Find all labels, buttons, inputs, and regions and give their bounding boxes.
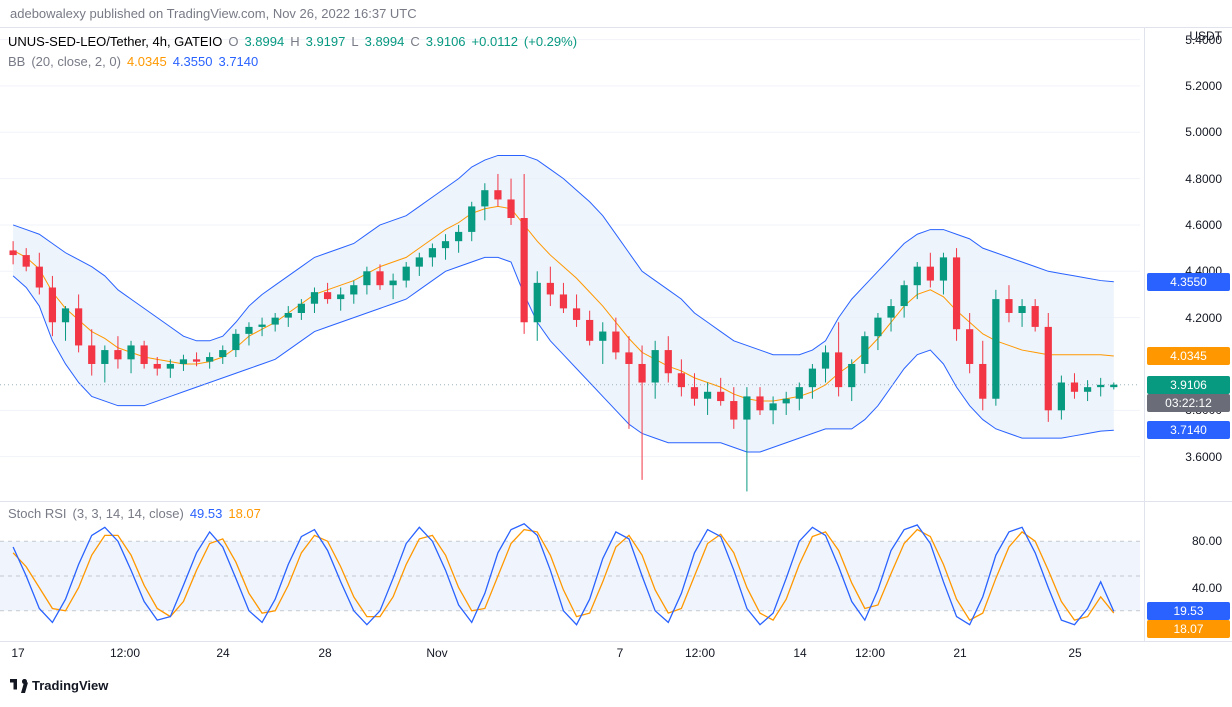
- price-badge: 3.9106: [1147, 376, 1230, 394]
- bb-legend: BB (20, close, 2, 0) 4.0345 4.3550 3.714…: [8, 54, 258, 69]
- stoch-tick: 40.00: [1192, 581, 1222, 595]
- stoch-axis[interactable]: 80.00 40.00 19.5318.07: [1144, 502, 1232, 642]
- sub-plot-area[interactable]: Stoch RSI (3, 3, 14, 14, close) 49.53 18…: [0, 502, 1140, 642]
- watermark-text: TradingView: [32, 678, 108, 693]
- main-plot-area[interactable]: UNUS-SED-LEO/Tether, 4h, GATEIO O3.8994 …: [0, 28, 1140, 503]
- publish-caption: adebowalexy published on TradingView.com…: [0, 0, 1232, 27]
- time-tick: 14: [793, 646, 806, 660]
- tradingview-logo: TradingView: [0, 670, 1232, 701]
- price-tick: 3.6000: [1185, 450, 1222, 464]
- time-tick: 7: [617, 646, 624, 660]
- price-tick: 5.0000: [1185, 125, 1222, 139]
- stoch-tick: 80.00: [1192, 534, 1222, 548]
- symbol-legend: UNUS-SED-LEO/Tether, 4h, GATEIO O3.8994 …: [8, 34, 577, 49]
- price-tick: 5.4000: [1185, 33, 1222, 47]
- price-tick: 5.2000: [1185, 79, 1222, 93]
- ohlc-low: 3.8994: [365, 34, 405, 49]
- bb-mid-val: 4.3550: [173, 54, 213, 69]
- change-abs: +0.0112: [472, 34, 518, 49]
- ohlc-open: 3.8994: [244, 34, 284, 49]
- price-tick: 4.8000: [1185, 172, 1222, 186]
- ohlc-close: 3.9106: [426, 34, 466, 49]
- time-tick: 17: [11, 646, 24, 660]
- stoch-params: (3, 3, 14, 14, close): [73, 506, 184, 521]
- ohlc-high: 3.9197: [306, 34, 346, 49]
- time-tick: Nov: [426, 646, 447, 660]
- price-badge: 4.3550: [1147, 273, 1230, 291]
- time-tick: 28: [318, 646, 331, 660]
- time-tick: 24: [216, 646, 229, 660]
- bb-name: BB: [8, 54, 25, 69]
- time-tick: 21: [953, 646, 966, 660]
- bb-lower-val: 3.7140: [218, 54, 258, 69]
- price-axis[interactable]: USDT 5.40005.20005.00004.80004.60004.400…: [1144, 28, 1232, 503]
- bb-upper-val: 4.0345: [127, 54, 167, 69]
- stoch-legend: Stoch RSI (3, 3, 14, 14, close) 49.53 18…: [8, 506, 261, 521]
- chart-container: UNUS-SED-LEO/Tether, 4h, GATEIO O3.8994 …: [0, 27, 1232, 670]
- bb-params: (20, close, 2, 0): [31, 54, 121, 69]
- price-badge: 4.0345: [1147, 347, 1230, 365]
- stoch-badge: 18.07: [1147, 620, 1230, 638]
- main-chart[interactable]: UNUS-SED-LEO/Tether, 4h, GATEIO O3.8994 …: [0, 27, 1232, 502]
- tv-logo-icon: [10, 679, 28, 693]
- stoch-badge: 19.53: [1147, 602, 1230, 620]
- stoch-rsi-chart[interactable]: Stoch RSI (3, 3, 14, 14, close) 49.53 18…: [0, 502, 1232, 642]
- time-axis[interactable]: 17 12:00 24 28 Nov 7 12:00 14 12:00 21 25: [0, 642, 1232, 670]
- price-tick: 4.6000: [1185, 218, 1222, 232]
- stoch-d-val: 18.07: [228, 506, 261, 521]
- time-tick: 12:00: [855, 646, 885, 660]
- stoch-k-val: 49.53: [190, 506, 223, 521]
- stoch-name: Stoch RSI: [8, 506, 67, 521]
- symbol-pair: UNUS-SED-LEO/Tether, 4h, GATEIO: [8, 34, 222, 49]
- time-tick: 12:00: [110, 646, 140, 660]
- price-badge: 03:22:12: [1147, 394, 1230, 412]
- time-tick: 12:00: [685, 646, 715, 660]
- price-tick: 4.2000: [1185, 311, 1222, 325]
- time-tick: 25: [1068, 646, 1081, 660]
- change-pct: (+0.29%): [524, 34, 577, 49]
- price-badge: 3.7140: [1147, 421, 1230, 439]
